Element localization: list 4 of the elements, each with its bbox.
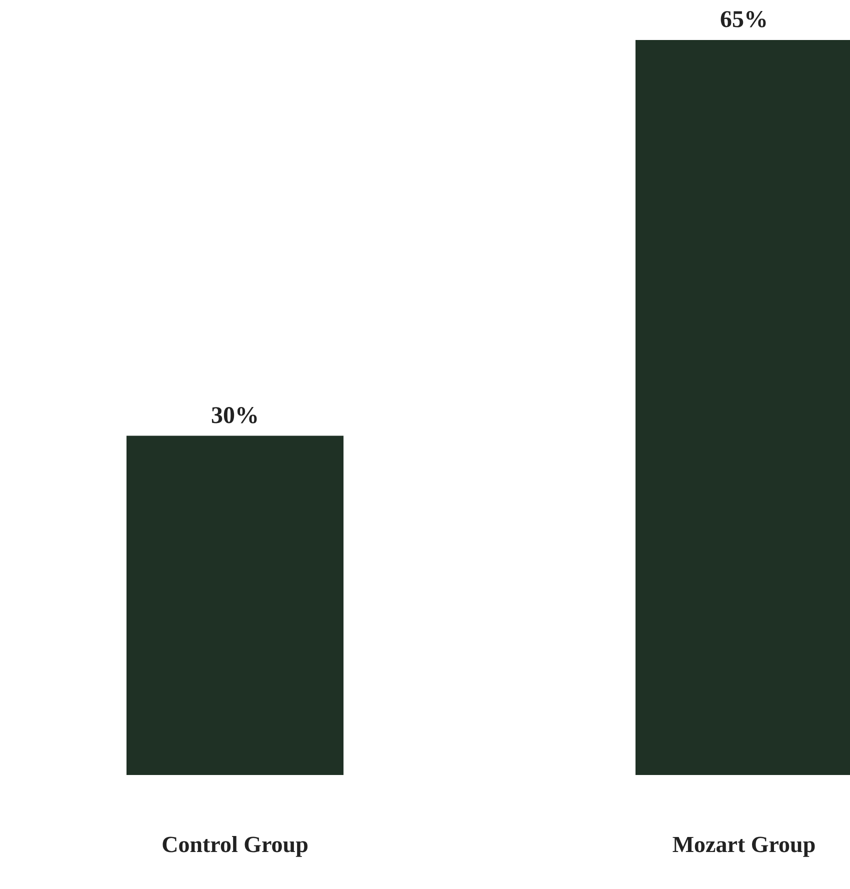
data-label: 65% bbox=[720, 7, 768, 33]
data-label: 30% bbox=[211, 402, 259, 429]
x-tick-label: Mozart Group bbox=[672, 832, 816, 857]
x-tick-label: Control Group bbox=[162, 832, 308, 857]
